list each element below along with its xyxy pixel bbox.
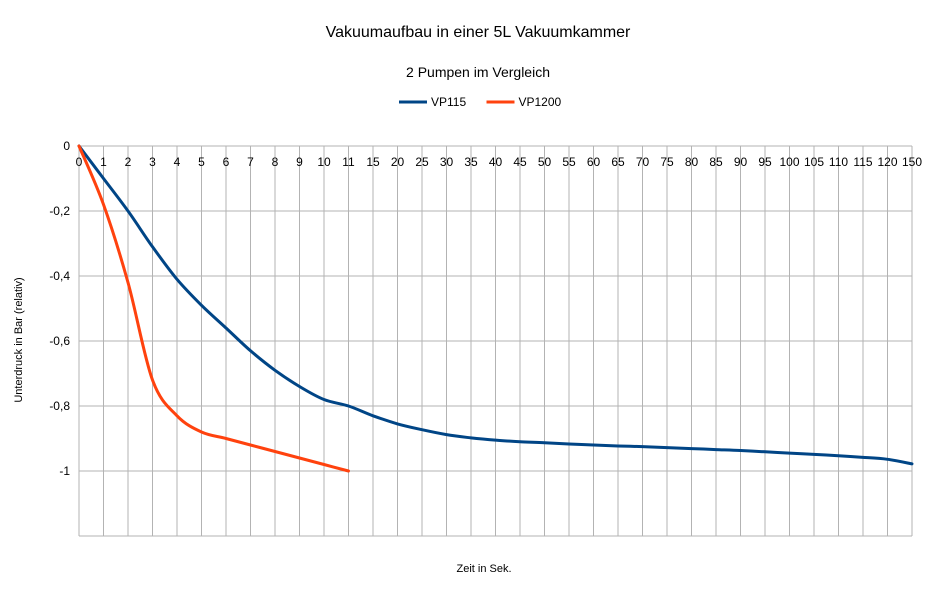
x-tick-label: 60 bbox=[587, 155, 601, 169]
x-axis-label: Zeit in Sek. bbox=[456, 563, 511, 575]
x-tick-label: 55 bbox=[562, 155, 576, 169]
x-tick-label: 150 bbox=[902, 155, 922, 169]
y-tick-label: -0,6 bbox=[49, 334, 70, 348]
x-tick-label: 1 bbox=[100, 155, 107, 169]
grid bbox=[78, 145, 913, 537]
x-tick-label: 7 bbox=[247, 155, 254, 169]
x-tick-label: 75 bbox=[660, 155, 674, 169]
x-tick-label: 3 bbox=[149, 155, 156, 169]
x-tick-label: 15 bbox=[366, 155, 380, 169]
x-tick-label: 0 bbox=[76, 155, 83, 169]
y-tick-label: 0 bbox=[63, 139, 70, 153]
x-tick-label: 105 bbox=[804, 155, 824, 169]
x-tick-label: 4 bbox=[174, 155, 181, 169]
x-tick-label: 10 bbox=[317, 155, 331, 169]
legend-label: VP115 bbox=[431, 95, 466, 109]
x-tick-label: 80 bbox=[685, 155, 699, 169]
y-axis-label: Unterdruck in Bar (relativ) bbox=[13, 277, 25, 402]
series-line-vp1200 bbox=[77, 144, 350, 473]
x-tick-label: 5 bbox=[198, 155, 205, 169]
series-lines bbox=[77, 144, 914, 473]
x-tick-label: 6 bbox=[223, 155, 230, 169]
x-tick-label: 95 bbox=[758, 155, 772, 169]
x-tick-label: 35 bbox=[464, 155, 478, 169]
x-tick-label: 90 bbox=[734, 155, 748, 169]
x-tick-label: 115 bbox=[853, 155, 872, 169]
legend-label: VP1200 bbox=[519, 95, 562, 109]
series-line-vp115 bbox=[77, 144, 914, 466]
y-tick-label: -0,2 bbox=[49, 204, 70, 218]
x-tick-label: 25 bbox=[415, 155, 429, 169]
x-tick-label: 50 bbox=[538, 155, 552, 169]
chart-title: Vakuumaufbau in einer 5L Vakuumkammer bbox=[326, 24, 631, 41]
legend-item-vp1200: VP1200 bbox=[486, 95, 562, 109]
x-axis-ticks: 0 1 2 3 4 5 6 7 8 9 10 11 15 20 25 30 35 40 45 50 55 60 65 70 75… bbox=[76, 155, 923, 169]
x-tick-label: 20 bbox=[391, 155, 405, 169]
x-tick-label: 2 bbox=[125, 155, 132, 169]
chart-subtitle: 2 Pumpen im Vergleich bbox=[406, 64, 550, 80]
x-tick-label: 30 bbox=[440, 155, 454, 169]
legend: VP115 VP1200 bbox=[399, 95, 562, 109]
x-tick-label: 120 bbox=[877, 155, 897, 169]
x-tick-label: 110 bbox=[829, 155, 848, 169]
x-tick-label: 40 bbox=[489, 155, 503, 169]
x-tick-label: 11 bbox=[342, 155, 355, 169]
y-tick-label: -0,4 bbox=[49, 269, 70, 283]
x-tick-label: 100 bbox=[779, 155, 799, 169]
y-tick-label: -0,8 bbox=[49, 399, 70, 413]
x-tick-label: 85 bbox=[709, 155, 723, 169]
y-tick-label: -1 bbox=[59, 464, 70, 478]
y-axis-ticks: 0 -0,2 -0,4 -0,6 -0,8 -1 bbox=[49, 139, 70, 478]
x-tick-label: 70 bbox=[636, 155, 650, 169]
legend-item-vp115: VP115 bbox=[399, 95, 466, 109]
x-tick-label: 45 bbox=[513, 155, 527, 169]
x-tick-label: 9 bbox=[296, 155, 303, 169]
x-tick-label: 8 bbox=[272, 155, 279, 169]
x-tick-label: 65 bbox=[611, 155, 625, 169]
